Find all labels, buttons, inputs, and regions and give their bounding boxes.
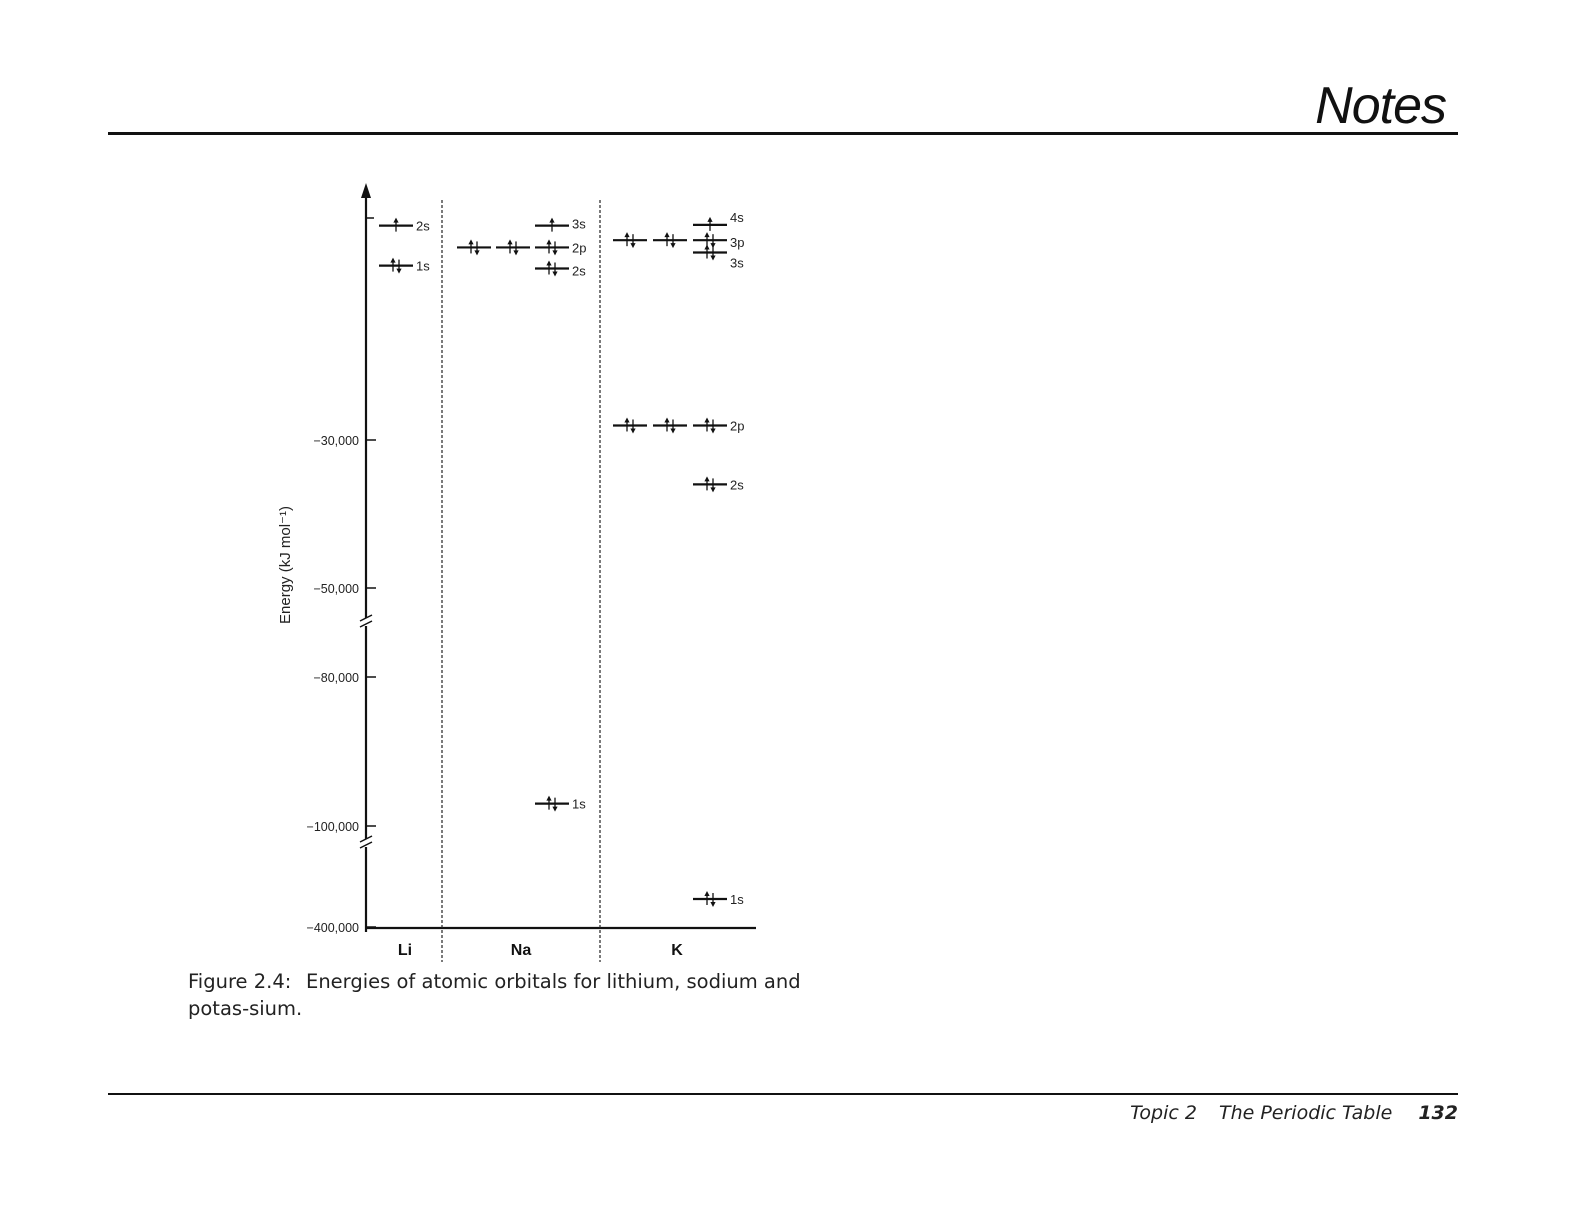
header-rule bbox=[108, 132, 1458, 135]
orbital-label: 2s bbox=[572, 264, 586, 279]
orbital-label: 4s bbox=[730, 210, 744, 225]
orbital-na-3s: 3s bbox=[535, 217, 586, 232]
orbital-label: 2s bbox=[730, 477, 744, 492]
y-tick-label: −80,000 bbox=[313, 671, 359, 685]
y-tick-label: −100,000 bbox=[307, 820, 360, 834]
axis-break bbox=[359, 614, 373, 628]
caption-label: Figure 2.4: bbox=[188, 970, 292, 993]
orbital-na-2p: 2p bbox=[457, 239, 586, 256]
orbital-k-2s: 2s bbox=[693, 476, 744, 493]
orbital-k-4s: 4s bbox=[693, 210, 744, 231]
column-label-na: Na bbox=[511, 942, 532, 959]
y-axis-arrow bbox=[361, 183, 371, 198]
orbital-label: 2p bbox=[730, 418, 744, 433]
y-axis-label: Energy (kJ mol⁻¹) bbox=[277, 506, 294, 624]
y-tick-label: −30,000 bbox=[313, 434, 359, 448]
orbital-label: 3s bbox=[730, 256, 744, 271]
orbital-na-1s: 1s bbox=[535, 795, 586, 812]
footer-topic: Topic 2 bbox=[1130, 1102, 1197, 1124]
orbital-label: 3s bbox=[572, 217, 586, 232]
orbital-label: 1s bbox=[416, 259, 430, 274]
page-number: 132 bbox=[1418, 1102, 1458, 1124]
y-tick-label: −400,000 bbox=[307, 921, 360, 935]
orbital-k-3p: 3p bbox=[613, 232, 744, 250]
footer-rule bbox=[108, 1093, 1458, 1095]
column-label-li: Li bbox=[398, 942, 412, 959]
orbital-label: 2s bbox=[416, 219, 430, 234]
orbital-k-2p: 2p bbox=[613, 417, 744, 434]
page-footer: Topic 2 The Periodic Table 132 bbox=[1108, 1102, 1458, 1124]
orbital-label: 1s bbox=[572, 797, 586, 812]
orbital-li-1s: 1s bbox=[379, 257, 430, 274]
axis-break bbox=[359, 835, 373, 849]
footer-title: The Periodic Table bbox=[1218, 1102, 1393, 1124]
notes-heading: Notes bbox=[1315, 77, 1447, 135]
orbital-li-2s: 2s bbox=[379, 217, 430, 234]
figure-caption: Figure 2.4: Energies of atomic orbitals f… bbox=[188, 968, 848, 1022]
y-tick-label: −50,000 bbox=[313, 582, 359, 596]
orbital-label: 2p bbox=[572, 240, 586, 255]
orbital-k-3s: 3s bbox=[693, 244, 744, 271]
orbital-label: 1s bbox=[730, 892, 744, 907]
caption-text: Energies of atomic orbitals for lithium,… bbox=[188, 970, 801, 1020]
orbital-label: 3p bbox=[730, 235, 744, 250]
orbital-na-2s: 2s bbox=[535, 260, 586, 279]
orbital-k-1s: 1s bbox=[693, 891, 744, 907]
column-label-k: K bbox=[671, 942, 683, 959]
